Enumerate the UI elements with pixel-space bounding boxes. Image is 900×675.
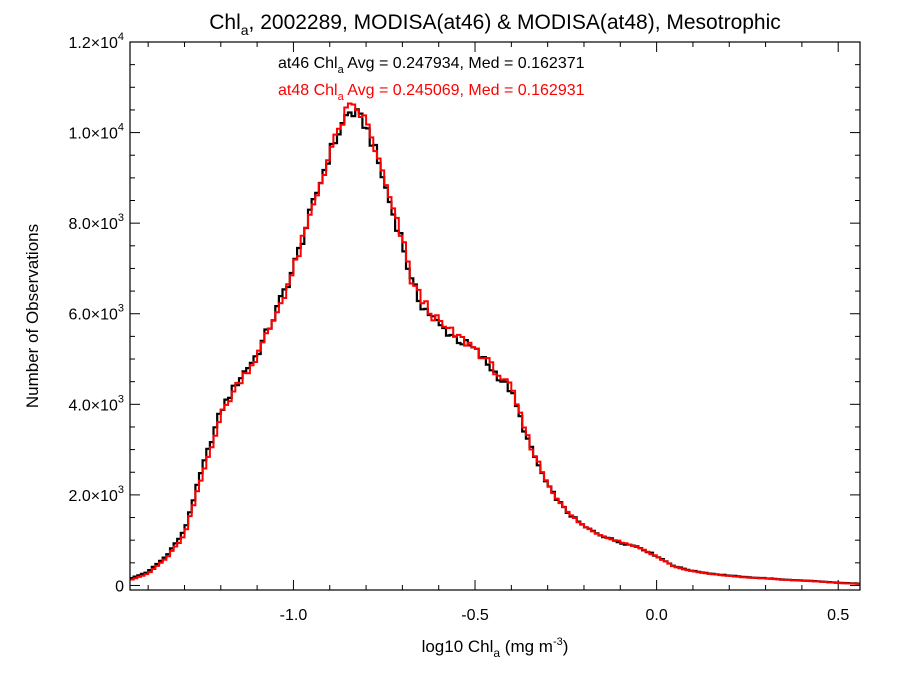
- y-tick-label: 1.2×104: [68, 31, 124, 52]
- x-tick-label: -1.0: [280, 607, 308, 624]
- axis-ticks: -1.0 -0.5 0.0 0.5 0 2.0×103 4.0×103 6.0×103 8.0×…: [68, 31, 860, 624]
- y-tick-label: 0: [115, 578, 124, 595]
- annotation-at48: at48 Chla Avg = 0.245069, Med = 0.162931: [278, 82, 585, 103]
- annotation-at46: at46 Chla Avg = 0.247934, Med = 0.162371: [278, 55, 585, 76]
- y-tick-label: 8.0×103: [68, 212, 124, 233]
- y-tick-label: 2.0×103: [68, 484, 124, 505]
- y-tick-label: 6.0×103: [68, 303, 124, 324]
- x-tick-label: 0.0: [645, 607, 667, 624]
- y-tick-label: 1.0×104: [68, 122, 124, 143]
- y-axis-label: Number of Observations: [23, 224, 42, 408]
- x-tick-label: 0.5: [827, 607, 849, 624]
- x-tick-label: -0.5: [461, 607, 489, 624]
- plot-frame: [129, 41, 861, 591]
- series-group: [130, 102, 860, 585]
- y-tick-label: 4.0×103: [68, 393, 124, 414]
- histogram-line-at48: [130, 102, 860, 585]
- histogram-line-at46: [130, 108, 860, 585]
- x-axis-label: log10 Chla (mg m-3): [422, 636, 569, 660]
- chart-title: Chla, 2002289, MODISA(at46) & MODISA(at4…: [209, 11, 781, 38]
